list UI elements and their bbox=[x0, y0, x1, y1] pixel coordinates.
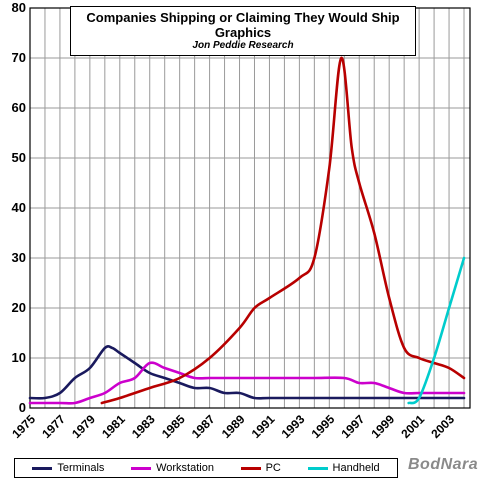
x-tick-labels: 1975 1977 1979 1981 1983 1985 1987 1989 1991 1993… bbox=[9, 412, 457, 441]
y-tick-label: 50 bbox=[12, 150, 26, 165]
series-line-handheld bbox=[407, 256, 466, 405]
chart-subtitle: Jon Peddie Research bbox=[192, 40, 294, 51]
y-tick-label: 70 bbox=[12, 50, 26, 65]
x-tick-label: 1989 bbox=[219, 412, 248, 441]
legend-label-workstation: Workstation bbox=[156, 462, 214, 474]
legend: Terminals Workstation PC Handheld bbox=[14, 458, 398, 478]
y-tick-labels: 0 10 20 30 40 50 60 70 80 bbox=[12, 0, 26, 415]
y-tick-label: 10 bbox=[12, 350, 26, 365]
x-tick-label: 1985 bbox=[159, 412, 188, 441]
x-tick-label: 1977 bbox=[39, 412, 68, 441]
x-tick-label: 1995 bbox=[309, 412, 338, 441]
y-tick-label: 30 bbox=[12, 250, 26, 265]
x-tick-label: 1997 bbox=[339, 412, 368, 441]
y-tick-label: 60 bbox=[12, 100, 26, 115]
title-box: Companies Shipping or Claiming They Woul… bbox=[70, 6, 416, 56]
series-line-workstation bbox=[28, 361, 466, 405]
chart-title: Companies Shipping or Claiming They Woul… bbox=[86, 10, 400, 40]
watermark: BodNara bbox=[408, 456, 479, 473]
legend-label-terminals: Terminals bbox=[57, 462, 105, 474]
x-tick-label: 1987 bbox=[189, 412, 218, 441]
legend-item-handheld: Handheld bbox=[307, 462, 380, 474]
legend-label-pc: PC bbox=[265, 462, 281, 474]
y-tick-label: 20 bbox=[12, 300, 26, 315]
x-tick-label: 1981 bbox=[99, 412, 128, 441]
x-tick-label: 2001 bbox=[398, 412, 427, 441]
legend-item-workstation: Workstation bbox=[131, 462, 214, 474]
series-lines bbox=[28, 56, 466, 405]
x-tick-label: 1991 bbox=[249, 412, 278, 441]
legend-label-handheld: Handheld bbox=[332, 462, 380, 474]
x-tick-label: 2003 bbox=[428, 412, 457, 441]
legend-item-terminals: Terminals bbox=[32, 462, 104, 474]
y-tick-label: 80 bbox=[12, 0, 26, 15]
legend-swatch-handheld bbox=[307, 466, 328, 470]
legend-item-pc: PC bbox=[240, 462, 281, 474]
y-tick-label: 40 bbox=[12, 200, 26, 215]
series-line-pc bbox=[100, 56, 466, 405]
x-tick-label: 1999 bbox=[368, 412, 397, 441]
x-tick-label: 1983 bbox=[129, 412, 158, 441]
x-tick-label: 1993 bbox=[279, 412, 308, 441]
legend-swatch-pc bbox=[240, 466, 261, 470]
x-tick-label: 1975 bbox=[9, 412, 38, 441]
legend-swatch-terminals bbox=[32, 466, 53, 470]
y-tick-label: 0 bbox=[19, 400, 26, 415]
legend-swatch-workstation bbox=[131, 466, 152, 470]
series-line-terminals bbox=[28, 345, 466, 400]
x-tick-label: 1979 bbox=[69, 412, 98, 441]
